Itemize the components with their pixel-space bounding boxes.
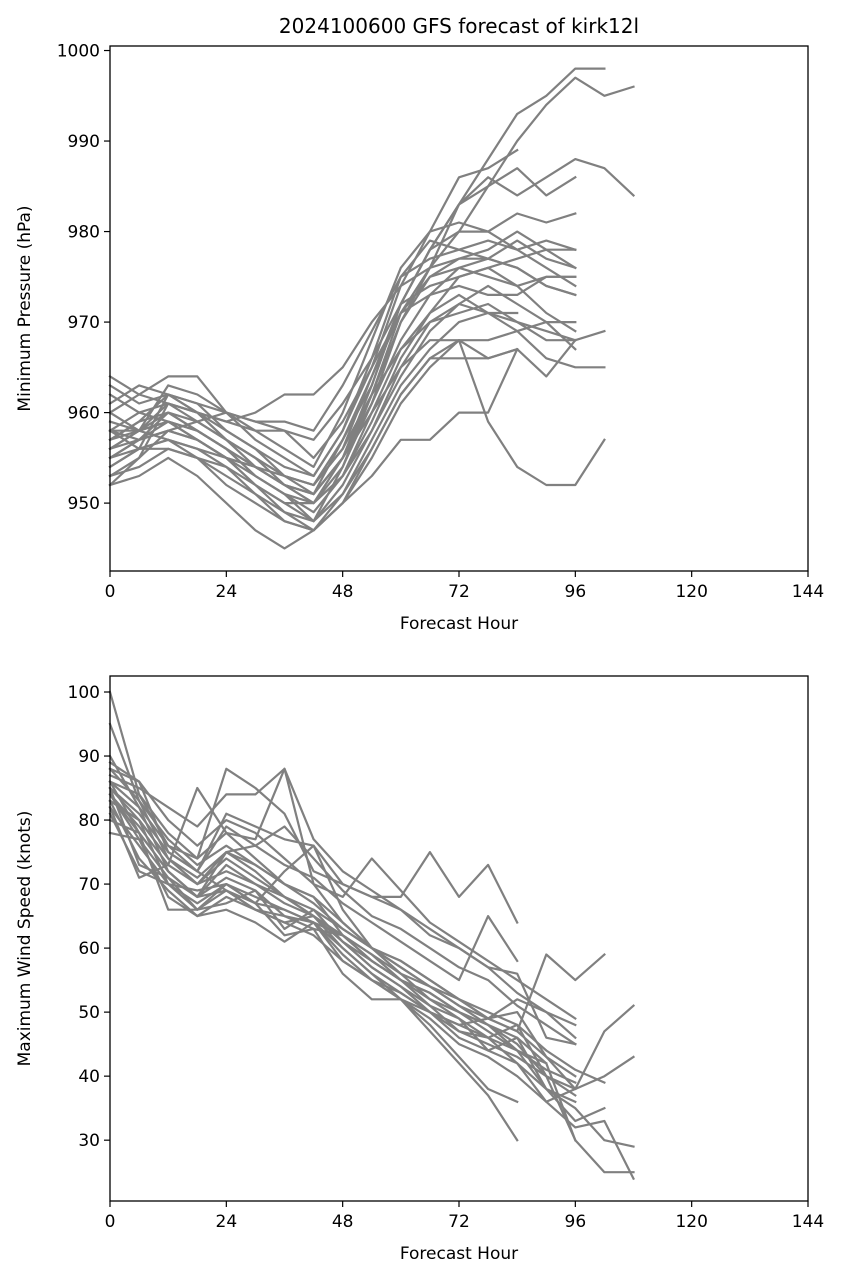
maximum-wind-speed-knots-y-tick-label-80: 80	[78, 811, 100, 831]
pressure-panel: 0 24 48 72 96 120 144 950 960 970 980 990 1000 Foreca…	[15, 42, 824, 634]
maximum-wind-speed-knots-x-tick-label-144: 144	[792, 1212, 824, 1232]
minimum-pressure-hpa-x-tick-label-24: 24	[216, 582, 238, 602]
chart-title: 2024100600 GFS forecast of kirk12l	[279, 14, 639, 38]
minimum-pressure-hpa-series-line-16	[108, 330, 606, 532]
maximum-wind-speed-knots-series-line-17	[108, 799, 577, 1046]
minimum-pressure-hpa-y-tick-label-980: 980	[68, 223, 100, 243]
minimum-pressure-hpa-x-tick-label-72: 72	[448, 582, 470, 602]
minimum-pressure-hpa-series-line-25	[108, 275, 577, 459]
maximum-wind-speed-knots-series-line-24	[108, 786, 577, 1027]
minimum-pressure-hpa-x-axis-label: Forecast Hour	[400, 614, 518, 634]
maximum-wind-speed-knots-x-tick-label-120: 120	[675, 1212, 707, 1232]
minimum-pressure-hpa-x-tick-label-96: 96	[565, 582, 587, 602]
wind-speed-panel: 0 24 48 72 96 120 144 30 40 50 60 70 80 90 100 Forecast…	[15, 675, 824, 1264]
maximum-wind-speed-knots-series-line-15	[108, 767, 577, 1040]
minimum-pressure-hpa-series-line-26	[108, 257, 577, 451]
maximum-wind-speed-knots-x-tick-label-72: 72	[448, 1212, 470, 1232]
maximum-wind-speed-knots-x-axis-label: Forecast Hour	[400, 1244, 518, 1264]
minimum-pressure-hpa-x-tick-label-0: 0	[105, 582, 116, 602]
minimum-pressure-hpa-series-line-22	[108, 339, 606, 496]
minimum-pressure-hpa-y-tick-label-1000: 1000	[57, 42, 100, 62]
maximum-wind-speed-knots-y-tick-label-70: 70	[78, 875, 100, 895]
maximum-wind-speed-knots-series-line-22	[108, 812, 519, 1142]
minimum-pressure-hpa-series-line-6	[108, 212, 577, 468]
maximum-wind-speed-knots-series-line-9	[108, 805, 577, 1104]
minimum-pressure-hpa-y-tick-label-950: 950	[68, 494, 100, 514]
minimum-pressure-hpa-series-line-23	[108, 239, 577, 432]
maximum-wind-speed-knots-x-tick-label-0: 0	[105, 1212, 116, 1232]
minimum-pressure-hpa-y-axis-label: Minimum Pressure (hPa)	[15, 205, 35, 411]
maximum-wind-speed-knots-series-line-18	[108, 805, 606, 1033]
maximum-wind-speed-knots-y-axis-label: Maximum Wind Speed (knots)	[15, 811, 35, 1067]
minimum-pressure-hpa-x-tick-label-48: 48	[332, 582, 354, 602]
maximum-wind-speed-knots-series-line-19	[108, 760, 519, 982]
maximum-wind-speed-knots-series-line-23	[108, 799, 548, 1065]
maximum-wind-speed-knots-y-tick-label-100: 100	[68, 683, 100, 703]
maximum-wind-speed-knots-y-tick-label-40: 40	[78, 1067, 100, 1087]
maximum-wind-speed-knots-series-line-13	[108, 767, 577, 1021]
minimum-pressure-hpa-series-line-20	[108, 347, 519, 532]
maximum-wind-speed-knots-y-tick-label-50: 50	[78, 1003, 100, 1023]
maximum-wind-speed-knots-x-tick-label-24: 24	[216, 1212, 238, 1232]
maximum-wind-speed-knots-series-group	[108, 690, 636, 1181]
minimum-pressure-hpa-series-line-14	[108, 302, 606, 514]
maximum-wind-speed-knots-y-tick-label-90: 90	[78, 747, 100, 767]
minimum-pressure-hpa-y-tick-label-960: 960	[68, 404, 100, 424]
minimum-pressure-hpa-x-tick-label-120: 120	[675, 582, 707, 602]
maximum-wind-speed-knots-x-tick-label-48: 48	[332, 1212, 354, 1232]
minimum-pressure-hpa-y-tick-label-990: 990	[68, 132, 100, 152]
minimum-pressure-hpa-y-tick-label-970: 970	[68, 313, 100, 333]
minimum-pressure-hpa-series-line-5	[108, 167, 577, 487]
maximum-wind-speed-knots-y-tick-label-30: 30	[78, 1131, 100, 1151]
maximum-wind-speed-knots-x-tick-label-96: 96	[565, 1212, 587, 1232]
maximum-wind-speed-knots-y-tick-label-60: 60	[78, 939, 100, 959]
minimum-pressure-hpa-x-tick-label-144: 144	[792, 582, 824, 602]
minimum-pressure-hpa-series-group	[108, 67, 636, 550]
